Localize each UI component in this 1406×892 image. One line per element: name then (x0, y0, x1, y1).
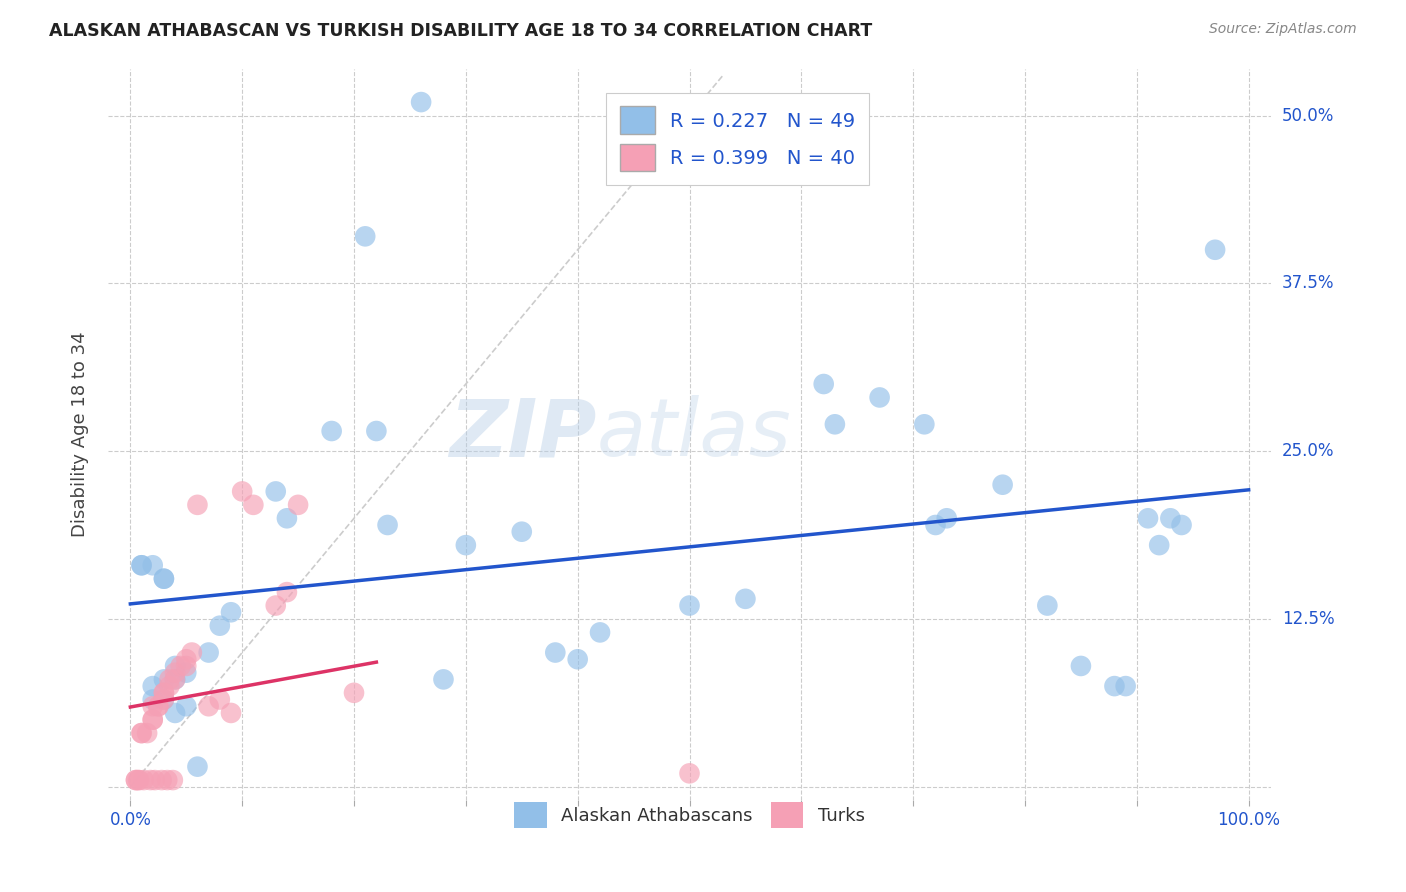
Point (1070, 659, 1092, 673)
Point (186, 498, 208, 512)
Point (343, 686, 366, 700)
Point (208, 692, 231, 706)
Point (165, 659, 187, 673)
Point (991, 477, 1014, 491)
Text: atlas: atlas (596, 395, 792, 474)
Point (125, 773, 148, 788)
Point (219, 605, 242, 619)
Text: 12.5%: 12.5% (1282, 610, 1334, 628)
Point (170, 659, 193, 673)
Point (197, 646, 219, 660)
Point (153, 572, 176, 586)
Point (924, 518, 946, 533)
Point (131, 558, 153, 573)
Point (142, 713, 165, 727)
Point (165, 673, 187, 687)
Point (264, 599, 287, 613)
Point (136, 726, 159, 740)
Point (377, 518, 399, 533)
Point (242, 498, 264, 512)
Point (162, 773, 184, 788)
Point (1137, 511, 1160, 525)
Point (354, 229, 377, 244)
Point (142, 679, 165, 693)
Point (174, 652, 197, 666)
Point (159, 679, 181, 693)
Point (148, 699, 170, 714)
Point (142, 558, 165, 573)
Point (153, 673, 176, 687)
Point (1104, 679, 1126, 693)
Text: ZIP: ZIP (449, 395, 596, 474)
Point (912, 417, 935, 432)
Point (1159, 511, 1181, 525)
Point (287, 498, 309, 512)
Point (678, 766, 700, 780)
Y-axis label: Disability Age 18 to 34: Disability Age 18 to 34 (72, 332, 89, 537)
Point (156, 773, 179, 788)
Point (153, 686, 176, 700)
Point (165, 673, 187, 687)
Point (1170, 518, 1192, 533)
Point (174, 699, 197, 714)
Point (231, 484, 253, 499)
Point (411, 95, 433, 109)
Point (131, 726, 153, 740)
Point (264, 484, 287, 499)
Point (208, 618, 231, 632)
Point (127, 773, 149, 788)
Point (544, 646, 567, 660)
Point (219, 706, 242, 720)
Point (174, 665, 197, 680)
Point (142, 699, 165, 714)
Point (159, 673, 181, 687)
Point (165, 665, 187, 680)
Point (869, 391, 891, 405)
Point (174, 659, 197, 673)
Point (153, 686, 176, 700)
Point (143, 773, 166, 788)
Point (1204, 243, 1226, 257)
Point (139, 773, 162, 788)
Text: Source: ZipAtlas.com: Source: ZipAtlas.com (1209, 22, 1357, 37)
Point (1115, 679, 1137, 693)
Point (935, 511, 957, 525)
Point (150, 773, 173, 788)
Point (142, 692, 165, 706)
Point (321, 424, 343, 438)
Point (131, 558, 153, 573)
Point (510, 524, 533, 539)
Legend: Alaskan Athabascans, Turks: Alaskan Athabascans, Turks (508, 795, 872, 835)
Point (128, 773, 150, 788)
Point (589, 625, 612, 640)
Text: 25.0%: 25.0% (1282, 442, 1334, 460)
Point (678, 599, 700, 613)
Point (276, 585, 298, 599)
Point (153, 692, 176, 706)
Point (276, 511, 298, 525)
Point (454, 538, 477, 552)
Point (824, 417, 846, 432)
Point (197, 699, 219, 714)
Text: 50.0%: 50.0% (1282, 106, 1334, 125)
Point (153, 692, 176, 706)
Point (734, 591, 756, 606)
Point (180, 646, 202, 660)
Point (366, 424, 388, 438)
Text: 37.5%: 37.5% (1282, 275, 1334, 293)
Point (432, 673, 454, 687)
Point (165, 706, 187, 720)
Point (131, 726, 153, 740)
Point (142, 713, 165, 727)
Point (1036, 599, 1059, 613)
Point (186, 759, 208, 773)
Point (125, 773, 148, 788)
Point (1147, 538, 1170, 552)
Point (813, 377, 835, 392)
Point (153, 572, 176, 586)
Text: ALASKAN ATHABASCAN VS TURKISH DISABILITY AGE 18 TO 34 CORRELATION CHART: ALASKAN ATHABASCAN VS TURKISH DISABILITY… (49, 22, 873, 40)
Point (567, 652, 589, 666)
Point (148, 699, 170, 714)
Point (132, 773, 155, 788)
